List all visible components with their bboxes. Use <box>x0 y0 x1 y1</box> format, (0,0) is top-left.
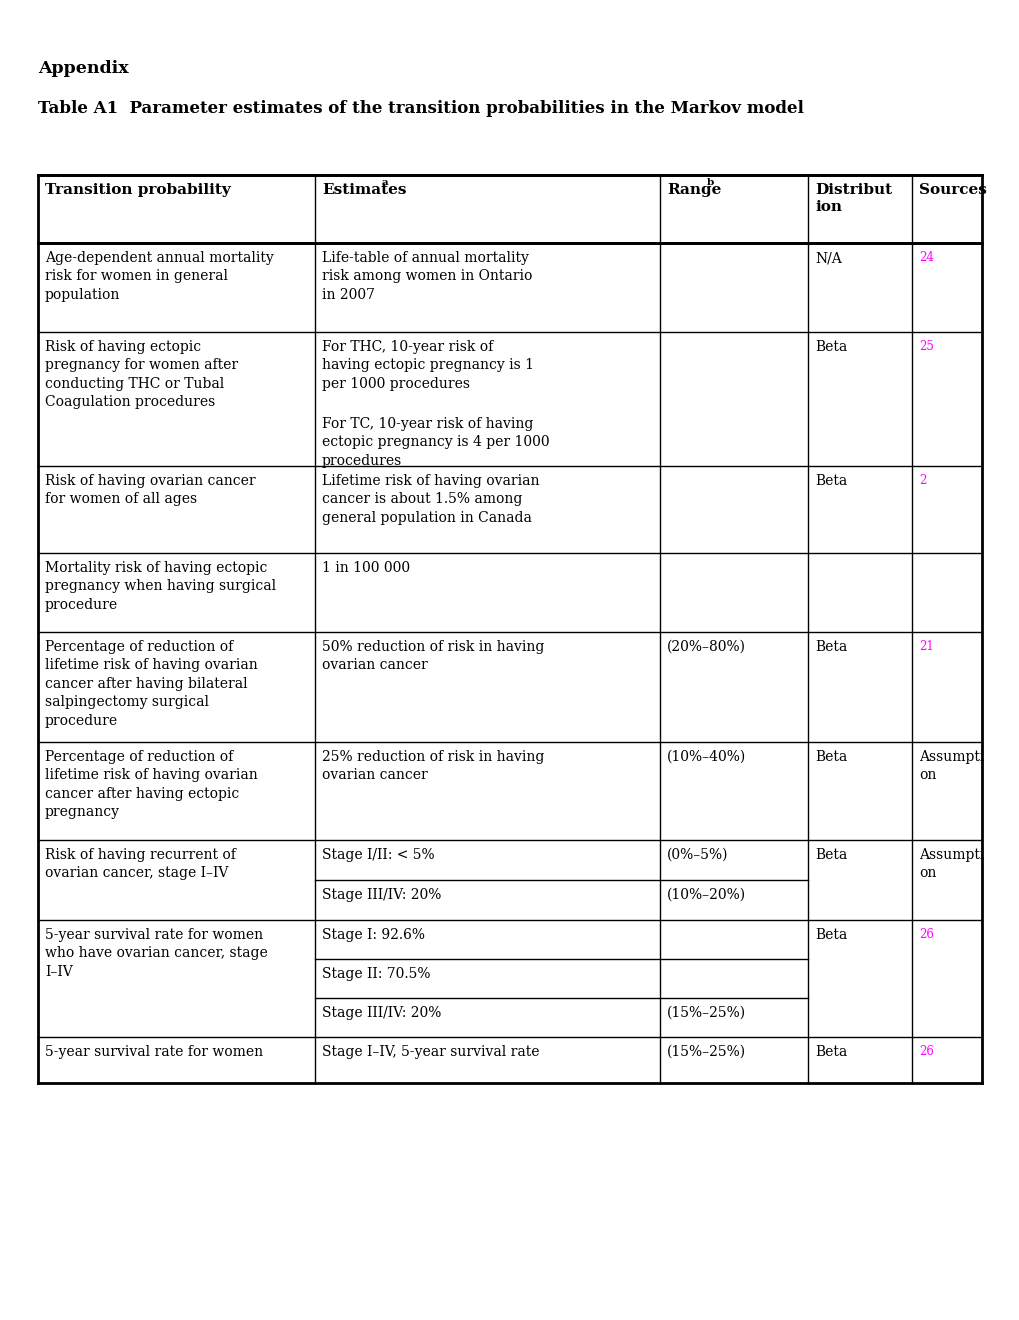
Text: 2: 2 <box>918 474 925 487</box>
Text: 1 in 100 000: 1 in 100 000 <box>322 561 410 576</box>
Text: Table A1  Parameter estimates of the transition probabilities in the Markov mode: Table A1 Parameter estimates of the tran… <box>38 100 803 117</box>
Text: Life-table of annual mortality
risk among women in Ontario
in 2007: Life-table of annual mortality risk amon… <box>322 251 532 302</box>
Text: Stage I/II: < 5%: Stage I/II: < 5% <box>322 847 434 862</box>
Text: (0%–5%): (0%–5%) <box>666 847 728 862</box>
Text: For TC, 10-year risk of having
ectopic pregnancy is 4 per 1000
procedures: For TC, 10-year risk of having ectopic p… <box>322 417 549 467</box>
Text: 21: 21 <box>918 640 932 653</box>
Text: Beta: Beta <box>814 474 847 488</box>
Text: Risk of having ectopic
pregnancy for women after
conducting THC or Tubal
Coagula: Risk of having ectopic pregnancy for wom… <box>45 341 237 409</box>
Text: Risk of having recurrent of
ovarian cancer, stage I–IV: Risk of having recurrent of ovarian canc… <box>45 847 235 880</box>
Text: 24: 24 <box>918 251 933 264</box>
Text: 25% reduction of risk in having
ovarian cancer: 25% reduction of risk in having ovarian … <box>322 750 544 783</box>
Text: 26: 26 <box>918 1045 933 1059</box>
Text: Range: Range <box>666 183 720 197</box>
Text: 50% reduction of risk in having
ovarian cancer: 50% reduction of risk in having ovarian … <box>322 640 544 672</box>
Text: Beta: Beta <box>814 928 847 942</box>
Text: 25: 25 <box>918 341 933 352</box>
Text: Stage II: 70.5%: Stage II: 70.5% <box>322 968 430 981</box>
Text: Beta: Beta <box>814 341 847 354</box>
Text: Beta: Beta <box>814 1045 847 1059</box>
Text: Estimates: Estimates <box>322 183 407 197</box>
Text: 5-year survival rate for women
who have ovarian cancer, stage
I–IV: 5-year survival rate for women who have … <box>45 928 268 979</box>
Text: (10%–20%): (10%–20%) <box>666 888 745 902</box>
Text: Beta: Beta <box>814 847 847 862</box>
Text: Mortality risk of having ectopic
pregnancy when having surgical
procedure: Mortality risk of having ectopic pregnan… <box>45 561 276 611</box>
Text: Appendix: Appendix <box>38 59 128 77</box>
Text: 26: 26 <box>918 928 933 941</box>
Text: Percentage of reduction of
lifetime risk of having ovarian
cancer after having b: Percentage of reduction of lifetime risk… <box>45 640 258 727</box>
Text: (15%–25%): (15%–25%) <box>666 1006 745 1020</box>
Text: Beta: Beta <box>814 750 847 764</box>
Text: Distribut
ion: Distribut ion <box>814 183 892 214</box>
Text: (20%–80%): (20%–80%) <box>666 640 745 653</box>
Text: (15%–25%): (15%–25%) <box>666 1045 745 1059</box>
Text: b: b <box>706 178 713 187</box>
Text: Stage I: 92.6%: Stage I: 92.6% <box>322 928 425 942</box>
Text: Assumpti
on: Assumpti on <box>918 847 983 880</box>
Text: a: a <box>382 178 388 187</box>
Text: For THC, 10-year risk of
having ectopic pregnancy is 1
per 1000 procedures: For THC, 10-year risk of having ectopic … <box>322 341 534 391</box>
Text: Transition probability: Transition probability <box>45 183 230 197</box>
Text: Sources: Sources <box>918 183 986 197</box>
Text: Stage I–IV, 5-year survival rate: Stage I–IV, 5-year survival rate <box>322 1045 539 1059</box>
Text: Stage III/IV: 20%: Stage III/IV: 20% <box>322 888 441 902</box>
Text: Risk of having ovarian cancer
for women of all ages: Risk of having ovarian cancer for women … <box>45 474 256 507</box>
Text: Lifetime risk of having ovarian
cancer is about 1.5% among
general population in: Lifetime risk of having ovarian cancer i… <box>322 474 539 525</box>
Text: Stage III/IV: 20%: Stage III/IV: 20% <box>322 1006 441 1020</box>
Text: Beta: Beta <box>814 640 847 653</box>
Text: Assumpti
on: Assumpti on <box>918 750 983 783</box>
Text: N/A: N/A <box>814 251 841 265</box>
Text: Percentage of reduction of
lifetime risk of having ovarian
cancer after having e: Percentage of reduction of lifetime risk… <box>45 750 258 820</box>
Text: Age-dependent annual mortality
risk for women in general
population: Age-dependent annual mortality risk for … <box>45 251 273 302</box>
Text: 5-year survival rate for women: 5-year survival rate for women <box>45 1045 263 1059</box>
Text: (10%–40%): (10%–40%) <box>666 750 746 764</box>
